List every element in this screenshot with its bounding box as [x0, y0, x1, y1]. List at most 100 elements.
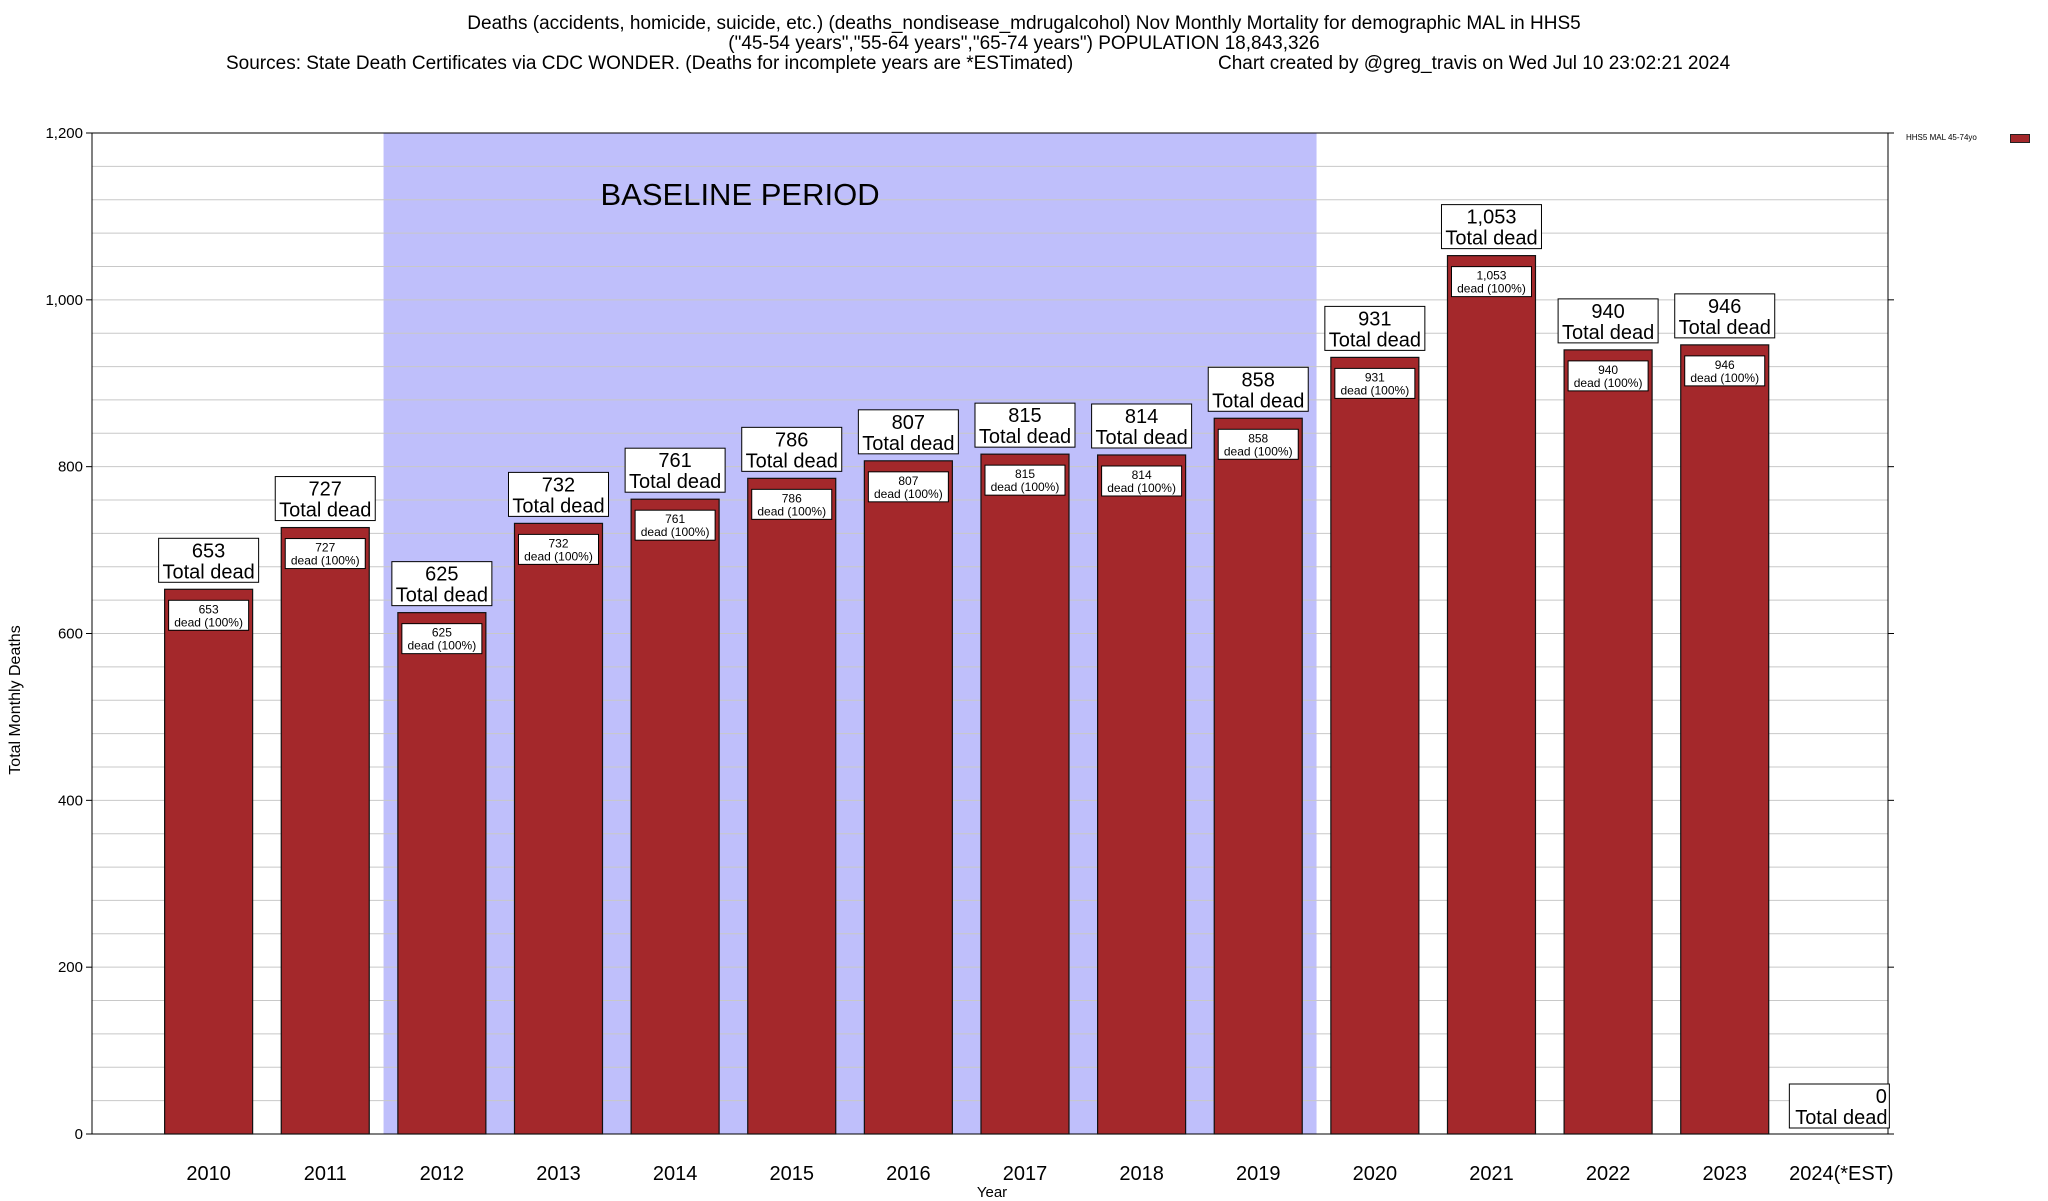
x-tick-label: 2018	[1119, 1163, 1164, 1185]
bar-total-label-box	[1788, 1083, 1890, 1129]
bar-inner-value-label: 653	[199, 602, 219, 616]
bar-inner-percent-label: dead (100%)	[641, 525, 710, 539]
bar-inner-value-label: 858	[1248, 431, 1268, 445]
bar-total-caption: Total dead	[1795, 1107, 1887, 1129]
bar-inner-label-box	[1217, 428, 1299, 460]
bar-total-caption: Total dead	[512, 495, 604, 517]
bar-total-value-label: 931	[1358, 308, 1391, 330]
bar-total-value-label: 858	[1242, 369, 1275, 391]
bar-inner-label-box	[984, 464, 1066, 496]
bar-total-label-box	[741, 426, 843, 472]
bar-total-value-label: 625	[425, 564, 458, 586]
bar-total-value-label: 807	[892, 412, 925, 434]
bar	[1330, 356, 1420, 1135]
x-tick-label: 2021	[1469, 1163, 1514, 1185]
bar	[980, 453, 1070, 1135]
bar-inner-label-box	[1450, 266, 1532, 298]
bar-inner-value-label: 761	[665, 512, 685, 526]
bar-inner-percent-label: dead (100%)	[1224, 444, 1293, 458]
y-tick-label: 800	[58, 459, 83, 476]
bar	[397, 612, 487, 1135]
y-tick-label: 1,000	[45, 292, 83, 309]
bar-inner-percent-label: dead (100%)	[1340, 383, 1409, 397]
x-tick-label: 2023	[1702, 1163, 1747, 1185]
bar-total-label-box	[507, 471, 609, 517]
bar-inner-percent-label: dead (100%)	[524, 549, 593, 563]
bar-inner-value-label: 814	[1132, 468, 1152, 482]
bar-inner-value-label: 946	[1715, 358, 1735, 372]
bar-inner-label-box	[284, 538, 366, 570]
bar-inner-label-box	[751, 488, 833, 520]
legend: HHS5 MAL 45-74yo	[1906, 130, 2030, 144]
bar-total-label-box	[391, 561, 493, 607]
x-axis-label: Year	[976, 1184, 1008, 1201]
bar-total-label-box	[1440, 204, 1542, 250]
bar	[630, 498, 720, 1135]
y-tick-label: 1,200	[45, 125, 83, 142]
x-tick-label: 2011	[304, 1163, 347, 1185]
bar-inner-value-label: 807	[898, 474, 918, 488]
bar-inner-value-label: 786	[782, 491, 802, 505]
x-tick-label: 2010	[186, 1163, 231, 1185]
bar-total-caption: Total dead	[1562, 322, 1654, 344]
x-tick-label: 2012	[420, 1163, 465, 1185]
bar-inner-value-label: 931	[1365, 370, 1385, 384]
y-tick-label: 200	[58, 959, 83, 976]
bar-total-value-label: 786	[775, 429, 808, 451]
bar-inner-percent-label: dead (100%)	[1690, 371, 1759, 385]
bar-total-caption: Total dead	[979, 426, 1071, 448]
bar-total-value-label: 940	[1591, 301, 1624, 323]
bar-inner-label-box	[1684, 355, 1766, 387]
chart-title-sources: Sources: State Death Certificates via CD…	[226, 53, 1074, 74]
bar-total-caption: Total dead	[1445, 228, 1537, 250]
x-tick-label: 2013	[536, 1163, 581, 1185]
bar-inner-label-box	[634, 509, 716, 541]
bar-inner-label-box	[401, 623, 483, 655]
bar-total-caption: Total dead	[862, 433, 954, 455]
x-tick-label: 2019	[1236, 1163, 1281, 1185]
bar-inner-percent-label: dead (100%)	[991, 480, 1060, 494]
bar-total-label-box	[624, 447, 726, 493]
chart-title-line-1: Deaths (accidents, homicide, suicide, et…	[467, 13, 1581, 34]
bar-inner-label-box	[1334, 367, 1416, 399]
bar-inner-value-label: 625	[432, 626, 452, 640]
legend-label: HHS5 MAL 45-74yo	[1906, 133, 1977, 142]
y-tick-label: 400	[58, 792, 83, 809]
bar-total-value-label: 732	[542, 474, 575, 496]
bar-inner-percent-label: dead (100%)	[408, 639, 477, 653]
bar	[747, 477, 837, 1135]
bar-total-label-box	[1091, 403, 1193, 449]
bar-inner-percent-label: dead (100%)	[1457, 282, 1526, 296]
bar-total-label-box	[1674, 293, 1776, 339]
y-axis-label: Total Monthly Deaths	[7, 625, 24, 775]
bar	[1563, 349, 1653, 1135]
chart-title-line-2: ("45-54 years","55-64 years","65-74 year…	[728, 33, 1320, 54]
bar-total-caption: Total dead	[1212, 390, 1304, 412]
x-tick-label: 2014	[653, 1163, 698, 1185]
bar-inner-percent-label: dead (100%)	[874, 487, 943, 501]
x-tick-label: 2020	[1353, 1163, 1398, 1185]
bar-inner-label-box	[1567, 360, 1649, 392]
bar-total-caption: Total dead	[279, 500, 371, 522]
bar-total-label-box	[1324, 305, 1426, 351]
bar-inner-value-label: 815	[1015, 467, 1035, 481]
bar	[280, 526, 370, 1135]
bar-inner-label-box	[1101, 465, 1183, 497]
bar-total-value-label: 815	[1008, 405, 1041, 427]
bar-total-caption: Total dead	[162, 561, 254, 583]
bar-total-label-box	[974, 402, 1076, 448]
bar-total-caption: Total dead	[746, 450, 838, 472]
bar-inner-label-box	[517, 533, 599, 565]
bar-total-value-label: 761	[658, 450, 691, 472]
x-tick-label: 2022	[1586, 1163, 1631, 1185]
y-tick-label: 0	[75, 1126, 83, 1143]
legend-swatch	[2010, 134, 2030, 143]
bar-inner-value-label: 732	[548, 536, 568, 550]
bar	[863, 460, 953, 1135]
baseline-period-label: BASELINE PERIOD	[601, 177, 880, 212]
bar-inner-percent-label: dead (100%)	[1574, 376, 1643, 390]
bar-total-label-box	[1207, 366, 1309, 412]
bar-inner-percent-label: dead (100%)	[757, 504, 826, 518]
bar	[1446, 255, 1537, 1135]
